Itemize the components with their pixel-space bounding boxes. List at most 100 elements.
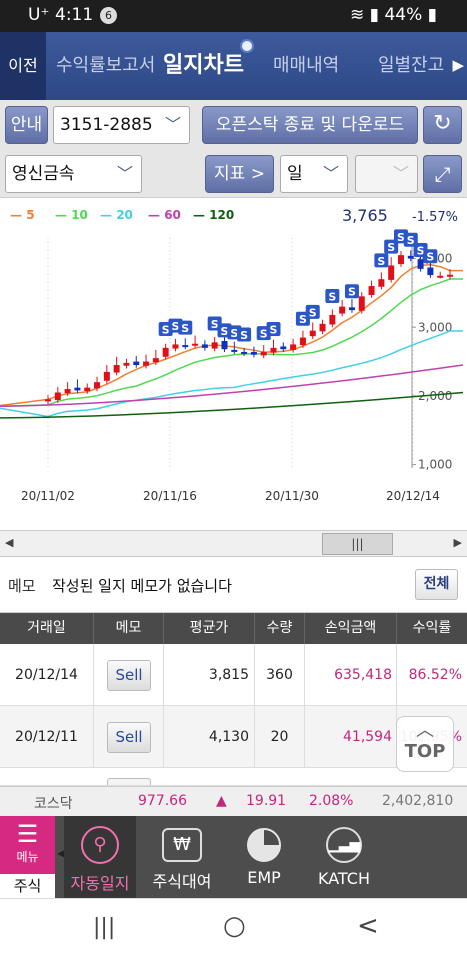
sell-marker <box>305 304 320 319</box>
sell-marker-label: S <box>348 286 356 299</box>
download-button[interactable]: 오픈스탁 종료 및 다운로드 <box>202 106 418 144</box>
candle-body <box>368 286 375 295</box>
candle-body <box>358 296 365 311</box>
period-select[interactable]: 일 ﹀ <box>280 155 348 193</box>
nav-emp[interactable]: EMP <box>228 816 300 898</box>
candle-body <box>152 358 159 363</box>
ma-line-10 <box>0 278 463 407</box>
extra-select[interactable]: ﹀ <box>355 155 418 193</box>
indicator-button[interactable]: 지표 > <box>205 155 274 193</box>
trade-date: 20/12/11 <box>0 706 94 768</box>
stock-category-label: 주식 <box>0 874 55 898</box>
top-navigation: 이전 수익률보고서 일지차트 매매내역 일별잔고 ▶ <box>0 32 467 100</box>
candle-body <box>241 351 248 354</box>
candle-body <box>447 274 453 277</box>
sell-memo-button[interactable]: Sell <box>107 722 151 753</box>
memo-bar: 메모 작성된 일지 메모가 없습니다 전체 <box>0 557 467 613</box>
home-icon[interactable]: ○ <box>223 911 246 941</box>
back-button[interactable]: 이전 <box>0 32 46 100</box>
chart-scrollbar[interactable]: ◀ ||| ▶ <box>0 530 467 557</box>
sell-marker <box>344 284 359 299</box>
index-rate: 2.08% <box>309 793 354 809</box>
candle-body <box>201 344 208 348</box>
sell-memo-button[interactable] <box>107 778 151 785</box>
ma-line-20 <box>0 330 463 418</box>
avg-price: 4,130 <box>164 706 255 768</box>
next-tab-arrow-icon[interactable]: ▶ <box>452 56 464 74</box>
clock: 4:11 <box>55 5 94 25</box>
pnl: 635,418 <box>305 644 397 706</box>
sell-marker-label: S <box>299 313 307 326</box>
candle-body <box>299 337 306 346</box>
sell-memo-button[interactable]: Sell <box>107 660 151 691</box>
pie-chart-icon <box>247 828 281 862</box>
pnl: 41,594 <box>305 706 397 768</box>
memo-all-button[interactable]: 전체 <box>415 569 458 600</box>
filter-toolbar: 영신금속 ﹀ 지표 > 일 ﹀ ﹀ ⤢ <box>0 150 467 198</box>
candle-body <box>162 347 169 357</box>
table-row[interactable]: 20/12/14 Sell 3,815 360 635,418 86.52% <box>0 644 467 706</box>
candle-body <box>250 351 257 355</box>
scroll-left-arrow-icon[interactable]: ◀ <box>5 536 14 549</box>
sell-marker-label: S <box>309 306 317 319</box>
sell-marker <box>374 253 389 268</box>
menu-button[interactable]: ☰ 메뉴 주식 <box>0 816 55 898</box>
tab-profit-report[interactable]: 수익률보고서 <box>56 55 156 76</box>
candle-body <box>319 323 326 332</box>
scroll-top-button[interactable]: ︿ TOP <box>396 716 454 772</box>
sell-marker-label: S <box>162 324 170 337</box>
up-arrow-icon: ▲ <box>216 793 227 809</box>
candle-body <box>221 340 228 350</box>
sell-marker-label: S <box>397 231 405 244</box>
candle-body <box>329 314 336 325</box>
candlestick-chart[interactable]: — 5 — 10 — 20 — 60 — 120 3,765 -1.57% 4,… <box>0 198 467 528</box>
fullscreen-icon[interactable]: ⤢ <box>423 155 462 193</box>
col-rate: 수익률 <box>412 620 452 636</box>
account-select[interactable]: 3151-2885 ﹀ <box>53 106 190 144</box>
back-icon[interactable]: < <box>357 911 379 941</box>
scroll-thumb[interactable]: ||| <box>322 533 393 555</box>
nav-katch[interactable]: ▁▃▅ KATCH <box>308 816 380 898</box>
market-ticker[interactable]: 코스닥 977.66 ▲ 19.91 2.08% 2,402,810 <box>0 786 467 816</box>
legend-ma5: — 5 <box>10 208 35 222</box>
sell-marker-label: S <box>270 324 278 337</box>
y-tick-label: 3,000 <box>418 320 452 334</box>
top-label: TOP <box>404 741 446 762</box>
signal-icon: ▮ <box>369 5 380 25</box>
candle-body <box>437 275 444 278</box>
candle-body <box>123 362 130 366</box>
bar-chart-icon: ▁▃▅ <box>326 827 362 863</box>
col-qty: 수량 <box>255 613 305 644</box>
candle-body <box>182 345 189 348</box>
col-trade-date: 거래일 <box>0 613 94 644</box>
legend-ma10: — 10 <box>55 208 88 222</box>
sell-marker-label: S <box>260 328 268 341</box>
active-tab-indicator-icon <box>240 39 254 53</box>
chevron-down-icon: ﹀ <box>164 115 181 134</box>
stock-select[interactable]: 영신금속 ﹀ <box>5 155 142 193</box>
tab-trade-history[interactable]: 매매내역 <box>273 55 340 76</box>
candle-body <box>143 361 150 366</box>
tab-journal-chart[interactable]: 일지차트 <box>163 53 244 78</box>
candle-body <box>45 399 51 402</box>
table-row[interactable] <box>0 768 467 786</box>
candle-body <box>260 351 267 356</box>
candle-body <box>94 382 101 389</box>
legend-ma20: — 20 <box>100 208 133 222</box>
last-price: 3,765 <box>342 206 388 225</box>
account-number: 3151-2885 <box>60 115 153 135</box>
refresh-icon[interactable]: ↻ <box>423 106 462 144</box>
collapse-arrow-icon[interactable]: ◀ <box>57 846 67 860</box>
nav-auto-journal[interactable]: ⚲ 자동일지 <box>64 816 136 898</box>
scroll-right-arrow-icon[interactable]: ▶ <box>453 536 462 549</box>
tab-daily-balance[interactable]: 일별잔고 <box>378 55 445 76</box>
ma-line-120 <box>0 391 464 419</box>
candle-body <box>280 346 287 350</box>
battery-percent: 44% <box>384 5 423 25</box>
candle-body <box>270 347 277 353</box>
sell-marker <box>325 289 340 304</box>
nav-stock-lending[interactable]: ₩ 주식대여 <box>146 816 218 898</box>
sell-marker-label: S <box>417 245 425 258</box>
guide-button[interactable]: 안내 <box>5 106 48 144</box>
recent-apps-icon[interactable]: ||| <box>93 915 116 940</box>
